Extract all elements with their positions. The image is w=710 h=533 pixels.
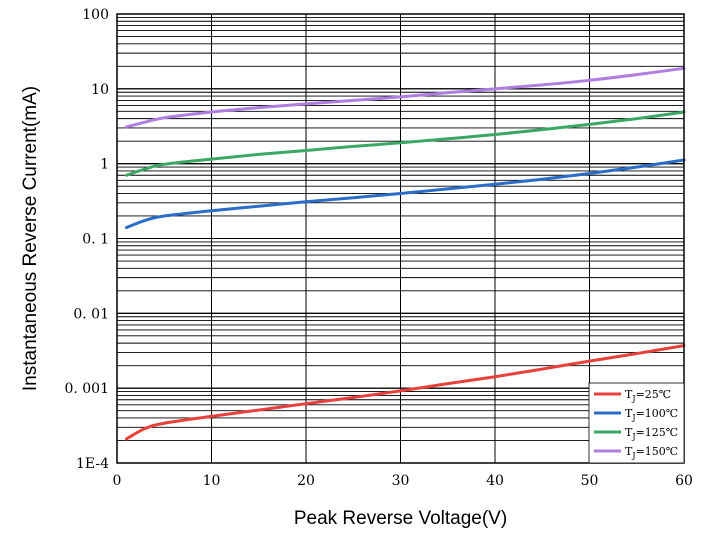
series-line — [124, 344, 686, 441]
x-tick-label: 40 — [486, 473, 504, 489]
legend-label: TJ=100℃ — [625, 407, 678, 422]
x-tick-label: 30 — [392, 473, 410, 489]
plot-frame — [116, 13, 685, 464]
series-line — [124, 66, 686, 129]
y-tick-label: 1E-4 — [76, 456, 109, 472]
y-tick-label: 0. 01 — [73, 306, 109, 322]
series-lines — [124, 66, 686, 441]
y-tick-label: 100 — [82, 7, 109, 23]
y-tick-label: 10 — [91, 82, 109, 98]
y-axis-title: Instantaneous Reverse Current(mA) — [20, 86, 41, 391]
series-line — [124, 158, 686, 230]
x-tick-label: 10 — [203, 473, 221, 489]
x-tick-label: 60 — [675, 473, 693, 489]
legend-label: TJ=150℃ — [625, 445, 678, 460]
legend: TJ=25℃ TJ=100℃ TJ=125℃ TJ=150℃ — [588, 382, 685, 464]
series-line — [124, 110, 686, 177]
y-tick-label: 0. 001 — [64, 381, 109, 397]
x-tick-label: 50 — [581, 473, 599, 489]
x-axis-title: Peak Reverse Voltage(V) — [294, 508, 507, 529]
x-tick-label: 0 — [113, 473, 122, 489]
y-tick-label: 0. 1 — [82, 232, 109, 248]
x-tick-labels: 0 10 20 30 40 50 60 — [113, 473, 693, 489]
x-tick-label: 20 — [297, 473, 315, 489]
legend-label: TJ=125℃ — [625, 426, 678, 441]
y-tick-label: 1 — [100, 157, 109, 173]
y-tick-labels: 1E-4 0. 001 0. 01 0. 1 1 10 100 — [64, 7, 109, 472]
legend-label: TJ=25℃ — [625, 388, 671, 403]
